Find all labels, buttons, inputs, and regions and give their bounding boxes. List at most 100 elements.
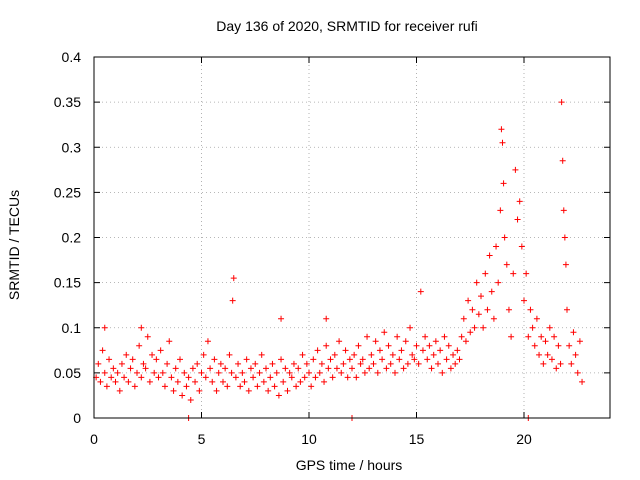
data-point	[422, 333, 429, 340]
data-point	[159, 369, 166, 376]
data-point	[220, 378, 226, 385]
data-point	[364, 333, 371, 340]
data-point	[245, 387, 252, 394]
data-point	[127, 365, 134, 372]
data-point	[153, 356, 160, 363]
data-point	[381, 329, 388, 336]
data-point	[344, 374, 351, 381]
data-point	[385, 342, 392, 349]
y-axis-label: SRMTID / TECUs	[6, 190, 22, 300]
data-point	[228, 369, 235, 376]
x-tick-label: 0	[90, 431, 98, 447]
data-point	[177, 356, 183, 363]
data-point	[211, 356, 218, 363]
data-point	[327, 356, 334, 363]
data-point	[331, 351, 338, 358]
data-point	[482, 270, 489, 277]
data-point	[564, 306, 570, 313]
data-point	[529, 324, 536, 331]
data-point	[323, 342, 330, 349]
data-point	[333, 365, 340, 372]
data-point	[467, 329, 474, 336]
data-point	[402, 338, 409, 345]
data-point	[460, 315, 467, 322]
data-point	[230, 275, 237, 282]
data-point	[179, 392, 186, 399]
data-point	[125, 378, 132, 385]
data-point	[136, 342, 143, 349]
data-point	[166, 338, 173, 345]
data-point	[310, 356, 317, 363]
data-point	[475, 311, 482, 318]
data-point	[417, 288, 424, 295]
data-point	[430, 351, 437, 358]
x-axis-label: GPS time / hours	[296, 457, 403, 473]
data-point	[213, 387, 220, 394]
data-point	[138, 374, 145, 381]
data-point	[465, 297, 472, 304]
data-point	[480, 324, 487, 331]
data-point	[101, 369, 108, 376]
plot-frame	[93, 56, 611, 419]
data-point	[174, 378, 181, 385]
data-point	[469, 306, 476, 313]
data-point	[558, 99, 565, 106]
data-point	[518, 243, 525, 250]
data-point	[527, 306, 534, 313]
data-point	[224, 383, 231, 390]
data-point	[432, 338, 439, 345]
grid-lines	[94, 57, 610, 418]
data-point	[172, 365, 179, 372]
data-point	[336, 338, 343, 345]
data-point	[108, 374, 115, 381]
data-point	[286, 369, 293, 376]
data-point	[424, 356, 431, 363]
data-point	[428, 365, 435, 372]
data-point	[252, 360, 259, 367]
data-point	[144, 333, 151, 340]
data-point	[116, 387, 123, 394]
data-point	[316, 369, 323, 376]
data-point	[368, 351, 375, 358]
data-point	[392, 369, 398, 376]
data-point	[340, 360, 347, 367]
data-point	[516, 198, 523, 205]
data-point	[200, 351, 207, 358]
data-point	[370, 360, 377, 367]
data-point	[561, 234, 568, 241]
data-point	[374, 369, 381, 376]
data-point	[542, 338, 549, 345]
data-point	[572, 351, 579, 358]
data-point	[510, 270, 517, 277]
data-point	[490, 315, 497, 322]
data-point	[275, 392, 282, 399]
data-point	[512, 166, 519, 173]
data-point	[299, 351, 306, 358]
data-point	[415, 360, 422, 367]
data-point	[413, 342, 420, 349]
data-points	[93, 99, 586, 421]
data-point	[462, 338, 469, 345]
data-point	[404, 360, 411, 367]
y-tick-label: 0	[73, 410, 81, 426]
data-point	[181, 369, 188, 376]
data-point	[376, 347, 383, 354]
data-point	[290, 360, 297, 367]
data-point	[353, 374, 360, 381]
data-point	[157, 347, 164, 354]
data-point	[379, 356, 386, 363]
data-point	[456, 356, 463, 363]
data-point	[209, 378, 216, 385]
y-tick-label: 0.25	[54, 184, 81, 200]
data-point	[207, 365, 214, 372]
data-point	[314, 347, 321, 354]
data-point	[361, 369, 368, 376]
data-point	[500, 180, 507, 187]
data-point	[278, 315, 285, 322]
data-point	[389, 351, 396, 358]
x-tick-label: 5	[198, 431, 206, 447]
data-point	[499, 139, 506, 146]
data-point	[437, 347, 444, 354]
data-point	[189, 365, 196, 372]
